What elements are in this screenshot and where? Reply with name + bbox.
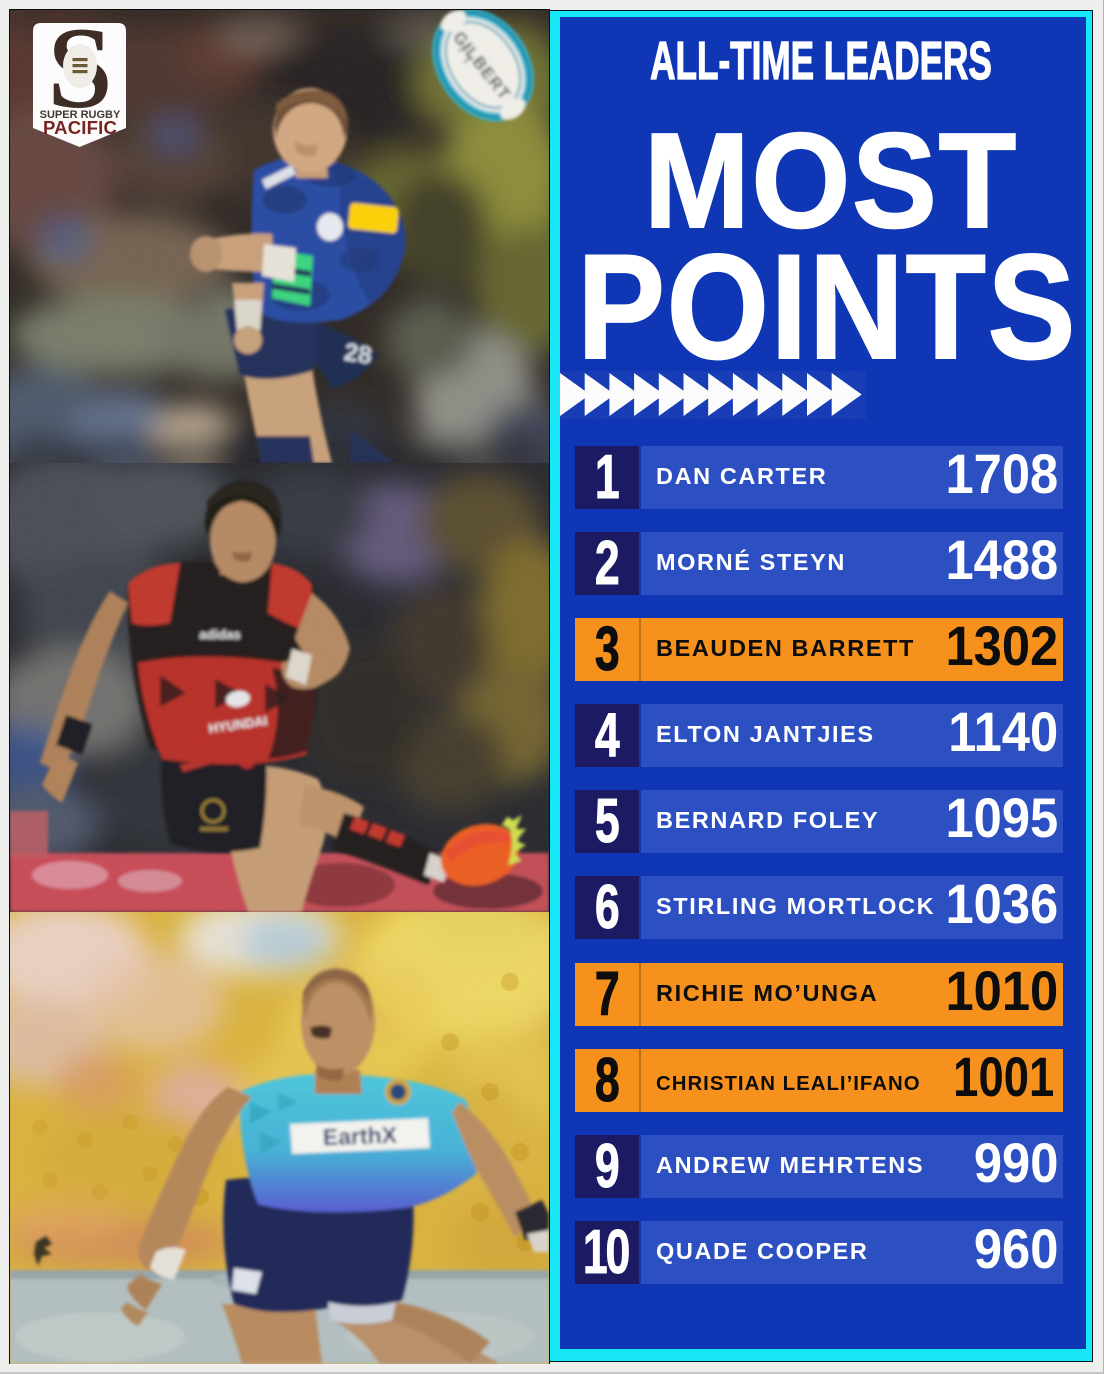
- svg-text:PACIFIC: PACIFIC: [43, 117, 117, 138]
- svg-text:EarthX: EarthX: [322, 1122, 398, 1151]
- svg-text:SUPER RUGBY: SUPER RUGBY: [40, 109, 121, 121]
